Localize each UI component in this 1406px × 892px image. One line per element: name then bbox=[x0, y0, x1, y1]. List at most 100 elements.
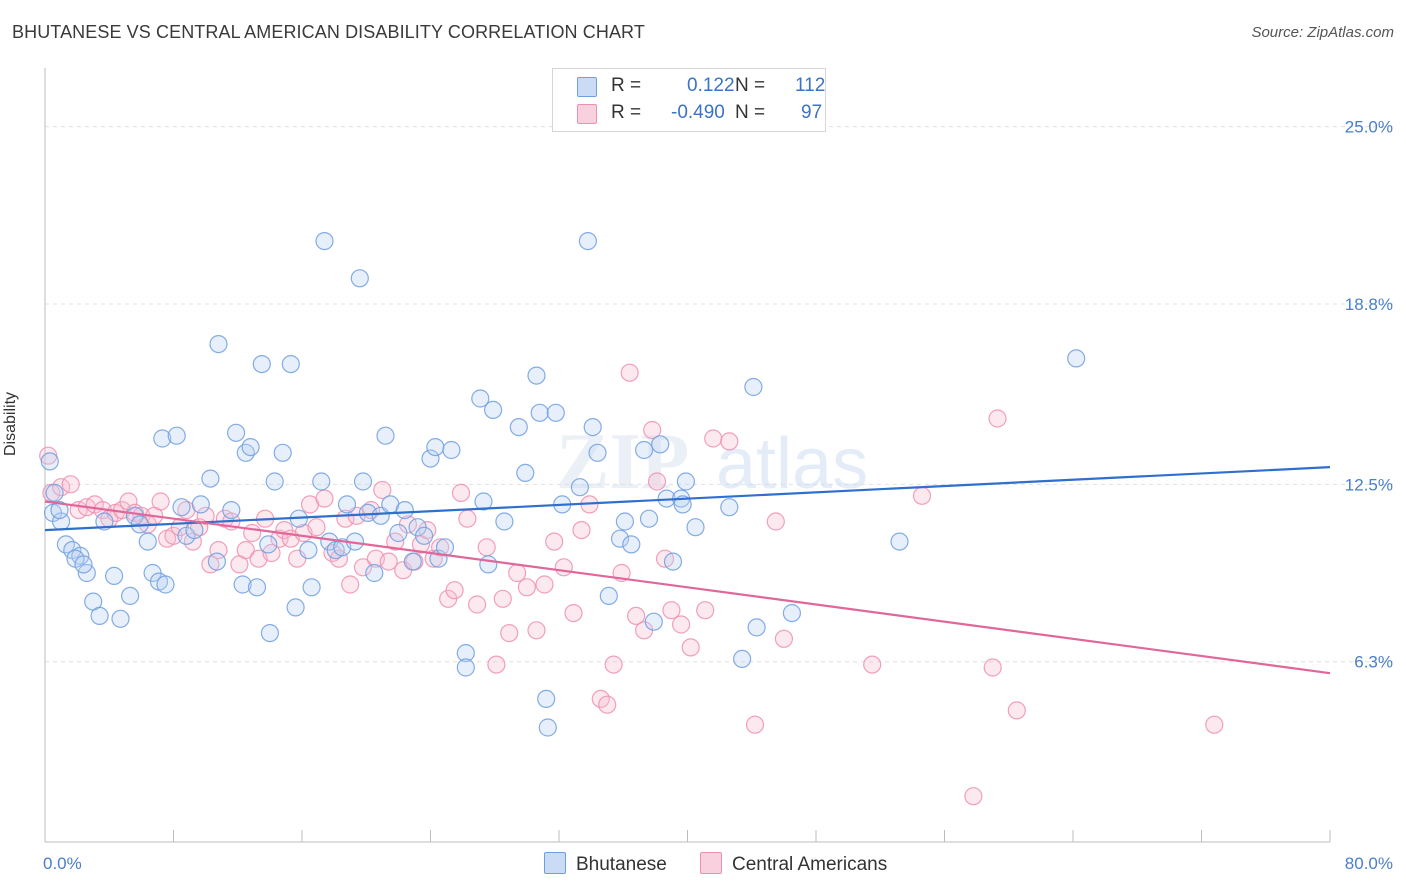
bhutanese-point bbox=[588, 443, 607, 462]
bhutanese-point bbox=[74, 555, 93, 574]
bhutanese-point bbox=[644, 612, 663, 631]
bhutanese-point bbox=[125, 506, 144, 525]
bhutanese-point bbox=[442, 440, 461, 460]
bottom-legend-label: Central Americans bbox=[732, 854, 888, 875]
bhutanese-point bbox=[484, 400, 503, 419]
legend-n-value: 97 bbox=[801, 102, 823, 123]
bottom-legend-swatch-pink bbox=[700, 852, 722, 874]
legend-r-label: R = bbox=[611, 102, 642, 123]
bhutanese-point bbox=[312, 472, 331, 491]
bhutanese-point bbox=[456, 658, 475, 677]
bhutanese-trend-line bbox=[44, 466, 1331, 532]
bottom-legend-bhutanese: Bhutanese bbox=[544, 852, 667, 876]
central-americans-point bbox=[468, 595, 487, 614]
central-americans-point bbox=[243, 523, 262, 543]
bhutanese-point bbox=[403, 552, 422, 571]
bhutanese-point bbox=[782, 603, 802, 623]
bhutanese-point bbox=[686, 518, 705, 537]
bhutanese-point bbox=[663, 552, 683, 571]
central-americans-point bbox=[604, 655, 623, 674]
bhutanese-point bbox=[720, 498, 739, 517]
central-americans-point bbox=[863, 655, 882, 674]
bhutanese-point bbox=[50, 501, 69, 520]
central-americans-point bbox=[151, 492, 170, 511]
central-americans-point bbox=[196, 506, 215, 525]
bhutanese-point bbox=[456, 643, 475, 663]
bhutanese-point bbox=[538, 718, 557, 737]
bhutanese-point bbox=[227, 423, 246, 442]
bhutanese-point bbox=[191, 495, 210, 514]
bhutanese-point bbox=[615, 512, 635, 531]
legend-n-label: N = bbox=[735, 75, 766, 96]
central-americans-point bbox=[500, 623, 519, 643]
y-tick-label: 25.0% bbox=[1345, 118, 1393, 137]
bhutanese-point bbox=[153, 429, 172, 448]
central-americans-point bbox=[662, 601, 681, 620]
bhutanese-point bbox=[111, 609, 130, 628]
bhutanese-point bbox=[395, 501, 414, 520]
bhutanese-point bbox=[241, 438, 260, 457]
bhutanese-point bbox=[537, 689, 556, 709]
bhutanese-point bbox=[121, 586, 140, 606]
legend-r-value: 0.122 bbox=[687, 75, 735, 96]
bhutanese-point bbox=[315, 232, 334, 251]
bhutanese-point bbox=[273, 443, 292, 462]
bhutanese-point bbox=[546, 403, 565, 422]
central-americans-point bbox=[353, 558, 373, 577]
central-americans-point bbox=[1007, 701, 1026, 720]
bhutanese-point bbox=[639, 509, 659, 528]
central-americans-point bbox=[379, 552, 398, 571]
central-americans-point bbox=[535, 575, 554, 594]
central-americans-point bbox=[766, 512, 785, 531]
bhutanese-point bbox=[747, 618, 766, 637]
x-tick-label: 0.0% bbox=[43, 854, 82, 873]
central-americans-point bbox=[307, 518, 326, 537]
central-americans-point bbox=[681, 638, 700, 657]
central-americans-point bbox=[774, 629, 794, 648]
bhutanese-point bbox=[527, 366, 546, 385]
bhutanese-point bbox=[570, 478, 590, 497]
legend-n-value: 112 bbox=[795, 75, 826, 96]
chart-title: BHUTANESE VS CENTRAL AMERICAN DISABILITY… bbox=[12, 22, 645, 42]
watermark-zip: ZIP bbox=[556, 418, 689, 506]
bhutanese-point bbox=[599, 586, 618, 606]
central-americans-point bbox=[554, 558, 573, 577]
central-americans-point bbox=[545, 532, 564, 551]
bhutanese-point bbox=[337, 495, 357, 514]
bhutanese-point bbox=[622, 535, 641, 554]
central-americans-point bbox=[517, 578, 537, 597]
bhutanese-point bbox=[45, 483, 64, 502]
legend-r-value: -0.490 bbox=[671, 102, 725, 123]
bhutanese-point bbox=[222, 501, 241, 520]
bottom-legend-label: Bhutanese bbox=[576, 854, 667, 875]
central-americans-point bbox=[477, 538, 496, 557]
central-americans-point bbox=[696, 601, 715, 620]
trend-lines bbox=[44, 466, 1331, 675]
bhutanese-point bbox=[583, 418, 602, 437]
central-americans-point bbox=[598, 695, 617, 714]
bhutanese-point bbox=[415, 526, 434, 545]
central-americans-point bbox=[493, 589, 512, 608]
source-label: Source: ZipAtlas.com bbox=[1251, 24, 1394, 41]
bhutanese-point bbox=[350, 269, 369, 288]
bhutanese-point bbox=[471, 389, 490, 408]
bhutanese-point bbox=[167, 426, 186, 445]
central-americans-point bbox=[745, 715, 765, 734]
bhutanese-point bbox=[376, 426, 395, 445]
legend-r-label: R = bbox=[611, 75, 642, 96]
bhutanese-point bbox=[104, 566, 124, 586]
bhutanese-point bbox=[90, 606, 109, 626]
y-tick-label: 6.3% bbox=[1354, 653, 1393, 672]
bhutanese-point bbox=[156, 575, 175, 594]
central-americans-point bbox=[671, 615, 691, 634]
central-americans-point bbox=[643, 420, 662, 440]
bhutanese-point bbox=[578, 232, 598, 251]
central-americans-point bbox=[431, 538, 450, 557]
bhutanese-point bbox=[286, 598, 305, 617]
tick-labels: 6.3% 12.5% 18.8% 25.0% 0.0% 80.0% bbox=[43, 118, 1393, 873]
bhutanese-point bbox=[95, 512, 114, 531]
central-americans-point bbox=[373, 480, 392, 500]
central-americans-points bbox=[39, 363, 1224, 806]
central-americans-point bbox=[209, 540, 228, 560]
bhutanese-point bbox=[516, 463, 535, 482]
